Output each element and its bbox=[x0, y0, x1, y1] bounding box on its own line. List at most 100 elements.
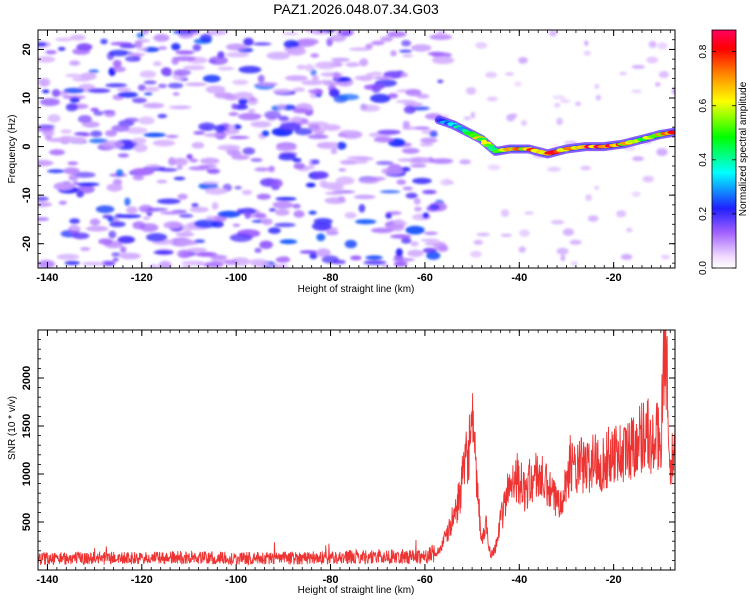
noise-blob bbox=[584, 40, 589, 46]
noise-blob bbox=[385, 212, 392, 219]
noise-blob bbox=[200, 157, 220, 165]
noise-blob bbox=[292, 87, 306, 92]
noise-blob bbox=[88, 69, 99, 73]
snr-y-label: SNR (10 * v/v) bbox=[7, 396, 18, 460]
noise-blob bbox=[657, 42, 668, 50]
noise-blob bbox=[381, 167, 404, 175]
noise-blob bbox=[143, 80, 157, 85]
noise-blob bbox=[330, 141, 338, 151]
noise-blob bbox=[228, 124, 236, 132]
noise-blob bbox=[102, 110, 115, 114]
noise-blob bbox=[242, 147, 256, 155]
noise-blob bbox=[202, 181, 219, 185]
noise-blob bbox=[217, 66, 235, 71]
noise-blob bbox=[243, 37, 254, 46]
x-tick-label: -60 bbox=[417, 574, 433, 586]
noise-blob bbox=[112, 258, 119, 262]
noise-blob bbox=[56, 253, 80, 260]
noise-blob bbox=[65, 103, 78, 112]
noise-blob bbox=[173, 69, 191, 76]
snr-x-axis: -140 -120 -100 -80 -60 -40 -20 bbox=[36, 330, 671, 586]
noise-blob bbox=[115, 169, 124, 177]
noise-blob bbox=[389, 223, 405, 232]
noise-blob bbox=[486, 96, 498, 102]
noise-blob bbox=[275, 209, 290, 216]
noise-blob bbox=[177, 193, 188, 200]
noise-blob bbox=[278, 153, 296, 161]
noise-blob bbox=[40, 98, 60, 107]
noise-blob bbox=[261, 218, 273, 226]
spectrogram-y-axis: -20 -10 0 10 20 bbox=[21, 29, 675, 264]
noise-blob bbox=[278, 256, 290, 262]
noise-blob bbox=[186, 154, 193, 160]
noise-blob bbox=[146, 233, 168, 242]
noise-blob bbox=[562, 228, 575, 237]
noise-blob bbox=[569, 239, 582, 245]
noise-blob bbox=[315, 130, 323, 135]
noise-blob bbox=[423, 231, 438, 235]
noise-blob bbox=[112, 59, 122, 68]
noise-blob bbox=[275, 144, 297, 152]
noise-blob bbox=[367, 176, 386, 181]
noise-blob bbox=[381, 264, 390, 268]
noise-blob bbox=[256, 193, 271, 200]
noise-blob bbox=[549, 30, 557, 37]
chart-title: PAZ1.2026.048.07.34.G03 bbox=[273, 1, 439, 17]
noise-blob bbox=[171, 56, 179, 65]
noise-blob bbox=[325, 191, 344, 195]
noise-blob bbox=[142, 216, 150, 221]
noise-blob bbox=[626, 227, 633, 233]
noise-blob bbox=[191, 142, 205, 149]
noise-blob bbox=[379, 190, 401, 194]
noise-blob bbox=[371, 83, 385, 90]
noise-blob bbox=[327, 185, 345, 191]
y-tick-label: -10 bbox=[21, 187, 33, 203]
noise-blob bbox=[560, 254, 566, 262]
noise-blob bbox=[105, 83, 128, 88]
noise-blob bbox=[38, 56, 56, 63]
noise-blob bbox=[253, 42, 272, 46]
noise-blob bbox=[194, 239, 206, 243]
signal-hotspot bbox=[667, 130, 675, 135]
noise-blob bbox=[198, 122, 216, 131]
noise-blob bbox=[206, 168, 220, 174]
noise-blob bbox=[308, 123, 320, 131]
noise-blob bbox=[76, 43, 93, 51]
snr-x-label: Height of straight line (km) bbox=[298, 585, 415, 596]
noise-blob bbox=[55, 37, 73, 42]
y-tick-label: 2000 bbox=[21, 366, 33, 390]
colorbar-tick-label: 0.0 bbox=[698, 261, 709, 275]
noise-blob bbox=[67, 161, 79, 166]
noise-blob bbox=[80, 72, 97, 81]
noise-blob bbox=[100, 38, 108, 45]
noise-blob bbox=[345, 62, 360, 68]
noise-blob bbox=[371, 40, 385, 46]
noise-blob bbox=[109, 49, 129, 57]
noise-blob bbox=[238, 65, 262, 74]
noise-blob bbox=[209, 254, 228, 260]
noise-blob bbox=[57, 46, 66, 51]
noise-blob bbox=[514, 81, 522, 87]
y-tick-label: 20 bbox=[21, 43, 33, 55]
noise-blob bbox=[111, 252, 121, 257]
noise-blob bbox=[173, 157, 188, 166]
noise-blob bbox=[117, 214, 142, 219]
noise-blob bbox=[259, 240, 273, 249]
noise-blob bbox=[69, 97, 81, 103]
noise-blob bbox=[76, 190, 84, 198]
noise-blob bbox=[252, 261, 271, 268]
noise-blob bbox=[500, 233, 512, 237]
noise-blob bbox=[95, 205, 115, 214]
spectrogram-noise-blobs bbox=[38, 30, 675, 268]
noise-blob bbox=[38, 128, 56, 132]
x-tick-label: -140 bbox=[36, 574, 58, 586]
noise-blob bbox=[309, 252, 318, 260]
noise-blob bbox=[500, 209, 510, 218]
noise-blob bbox=[354, 75, 367, 81]
noise-blob bbox=[261, 130, 270, 137]
noise-blob bbox=[175, 50, 195, 55]
noise-blob bbox=[402, 54, 414, 58]
noise-blob bbox=[272, 88, 292, 94]
noise-blob bbox=[38, 78, 51, 87]
noise-blob bbox=[518, 57, 528, 64]
